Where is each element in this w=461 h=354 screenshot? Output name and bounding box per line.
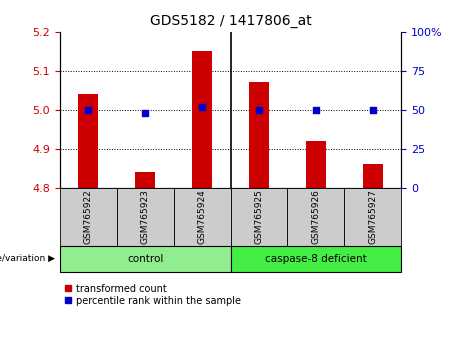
Text: GSM765923: GSM765923 xyxy=(141,189,150,244)
Bar xyxy=(249,82,269,188)
Legend: transformed count, percentile rank within the sample: transformed count, percentile rank withi… xyxy=(60,280,245,310)
Title: GDS5182 / 1417806_at: GDS5182 / 1417806_at xyxy=(150,14,311,28)
Text: control: control xyxy=(127,254,163,264)
Text: GSM765926: GSM765926 xyxy=(311,189,320,244)
Text: caspase-8 deficient: caspase-8 deficient xyxy=(265,254,366,264)
Bar xyxy=(192,51,212,188)
Bar xyxy=(78,94,98,188)
Point xyxy=(142,110,149,116)
Point xyxy=(255,107,263,113)
Text: GSM765925: GSM765925 xyxy=(254,189,263,244)
Text: GSM765922: GSM765922 xyxy=(84,189,93,244)
Point xyxy=(369,107,376,113)
Point xyxy=(198,104,206,109)
Bar xyxy=(135,172,155,188)
Bar xyxy=(363,164,383,188)
Point xyxy=(312,107,319,113)
Text: GSM765927: GSM765927 xyxy=(368,189,377,244)
Text: GSM765924: GSM765924 xyxy=(198,189,207,244)
Point xyxy=(85,107,92,113)
Bar xyxy=(306,141,326,188)
Text: genotype/variation ▶: genotype/variation ▶ xyxy=(0,254,55,263)
